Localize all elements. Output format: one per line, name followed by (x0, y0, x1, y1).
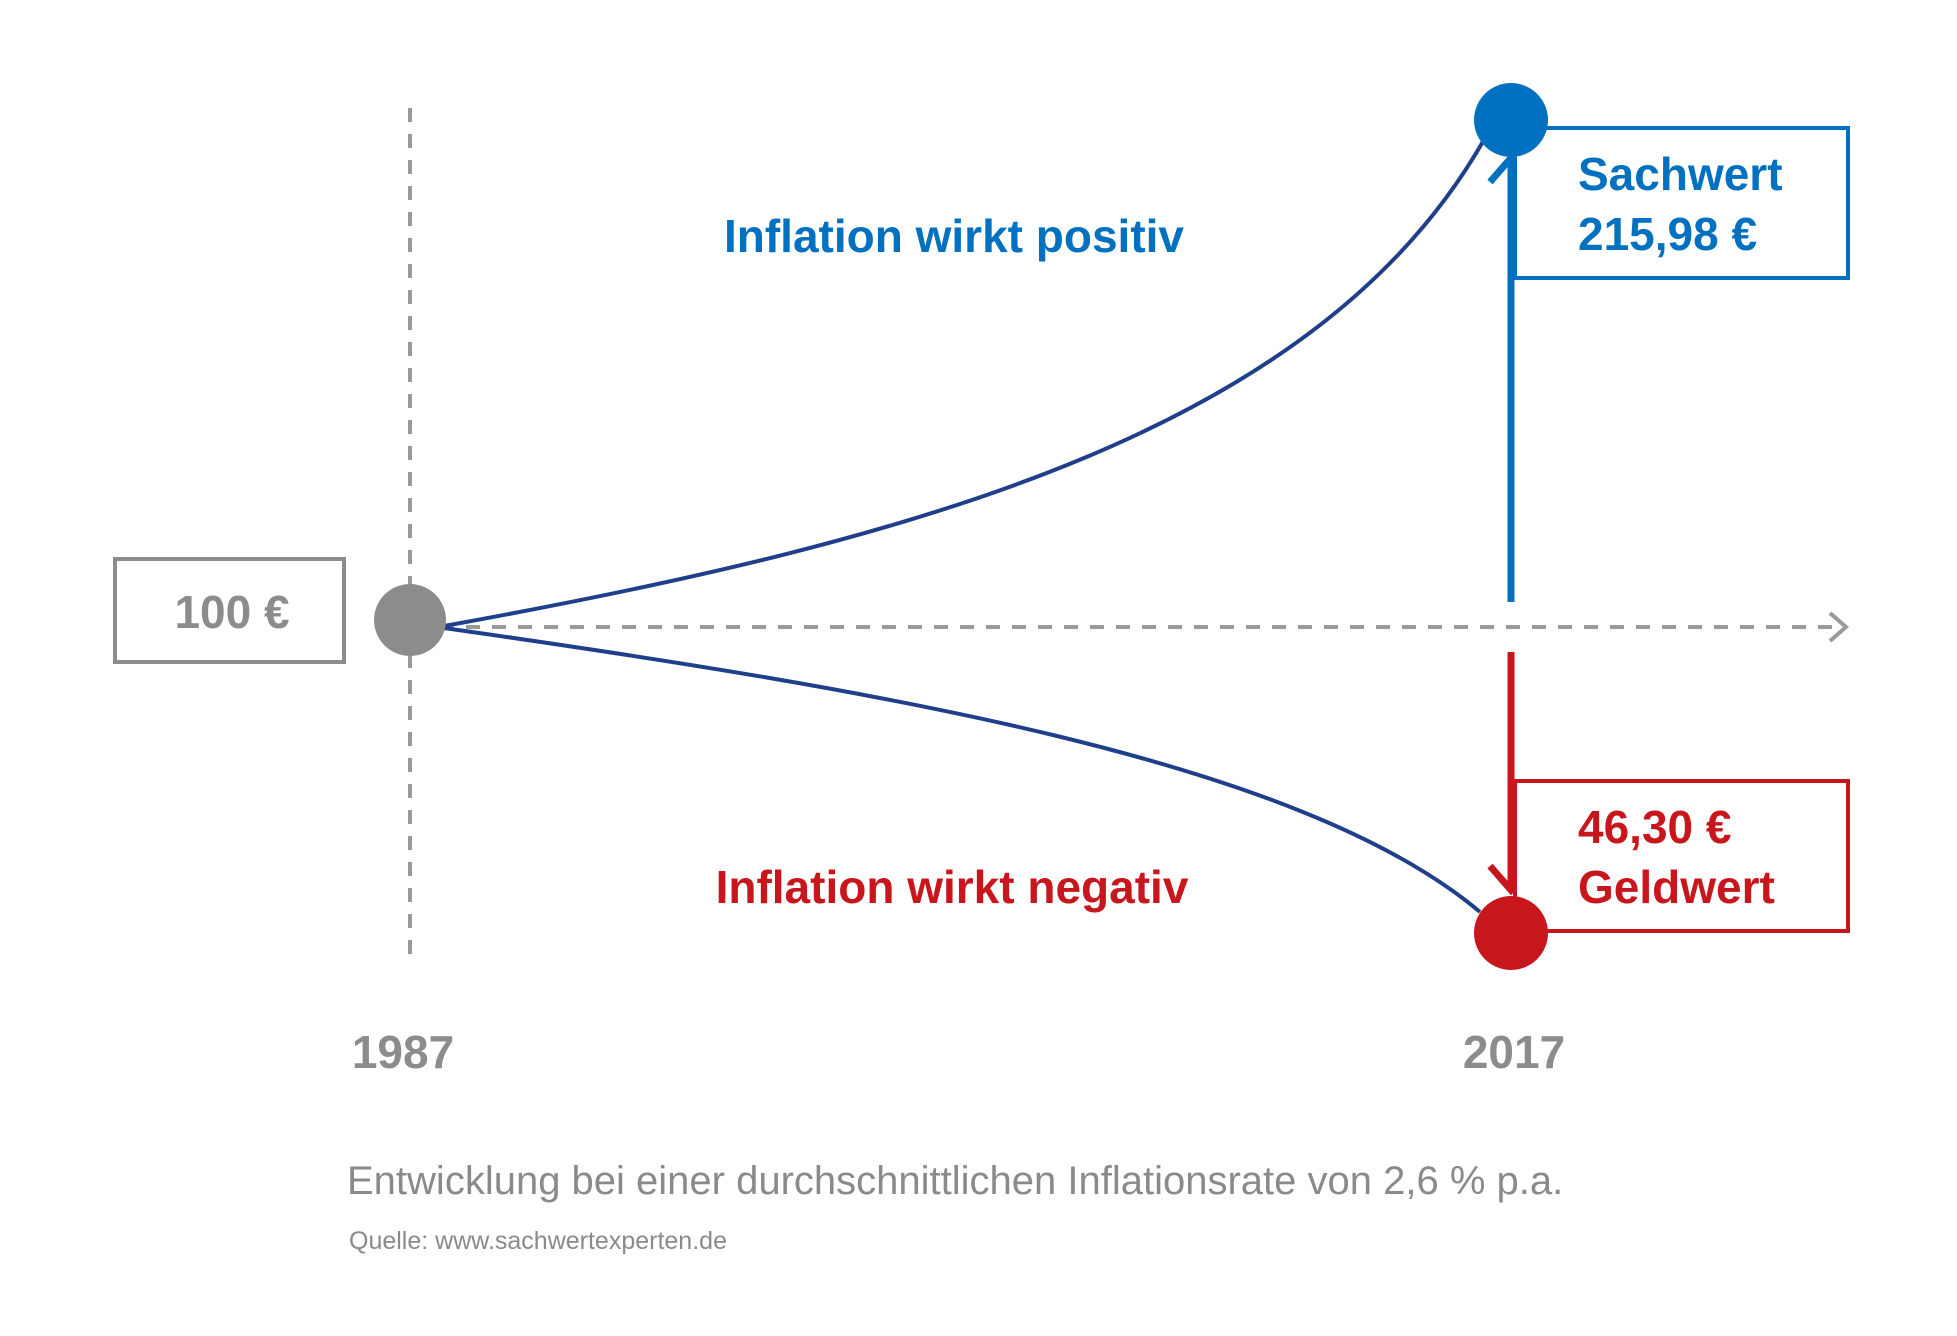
source-note: Quelle: www.sachwertexperten.de (349, 1227, 727, 1255)
geldwert-box (1513, 779, 1850, 933)
sachwert-label: Sachwert (1578, 148, 1783, 200)
end-year-label: 2017 (1463, 1026, 1565, 1078)
baseline-arrowhead-icon (1828, 611, 1850, 643)
geldwert-dot (1474, 896, 1548, 970)
start-value-label: 100 € (174, 586, 289, 638)
geldwert-value: 46,30 € (1578, 801, 1731, 853)
geldwert-label: Geldwert (1578, 861, 1775, 913)
sachwert-box (1513, 126, 1850, 280)
caption: Entwicklung bei einer durchschnittlichen… (347, 1159, 1563, 1203)
start-year-label: 1987 (352, 1026, 454, 1078)
negative-inflation-label: Inflation wirkt negativ (716, 861, 1189, 913)
sachwert-dot (1474, 83, 1548, 157)
positive-curve (443, 137, 1487, 628)
start-value-box (113, 557, 346, 664)
start-dot (374, 584, 446, 656)
positive-inflation-label: Inflation wirkt positiv (724, 210, 1184, 262)
sachwert-value: 215,98 € (1578, 208, 1757, 260)
negative-curve (443, 626, 1482, 914)
